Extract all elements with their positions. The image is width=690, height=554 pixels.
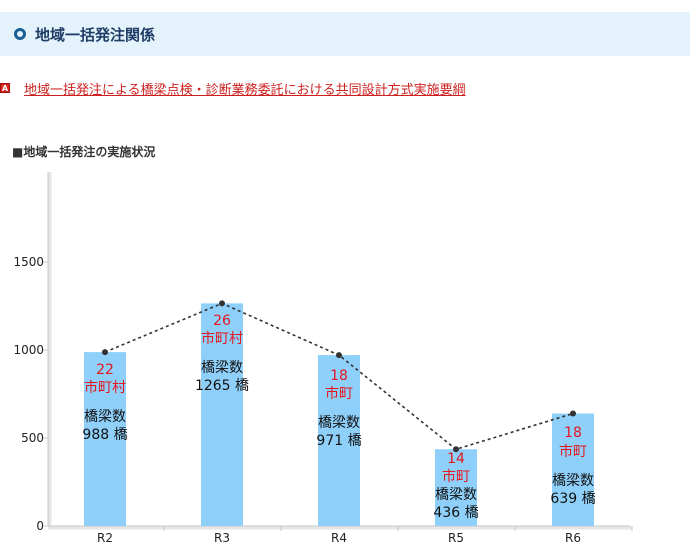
municipality-unit-label: 市町村 — [201, 330, 243, 347]
pdf-icon[interactable]: A — [0, 83, 10, 93]
bridge-count-value: 436 橋 — [433, 505, 478, 521]
x-tick-label: R6 — [565, 531, 581, 545]
bridge-count-caption: 橋梁数 — [318, 415, 360, 431]
pdf-document-link[interactable]: 地域一括発注による橋梁点検・診断業務委託における共同設計方式実施要綱 — [24, 82, 466, 98]
bridge-count-caption: 橋梁数 — [84, 409, 126, 425]
y-tick-label: 0 — [36, 519, 44, 533]
municipality-count-label: 14 — [447, 451, 465, 467]
bridge-count-value: 1265 橋 — [195, 378, 249, 394]
data-point — [102, 349, 108, 356]
section-title: 地域一括発注関係 — [35, 25, 156, 44]
circle-bullet-icon — [14, 28, 26, 40]
municipality-count-label: 18 — [564, 425, 582, 441]
bridge-count-value: 971 橋 — [316, 433, 361, 449]
data-point — [453, 446, 459, 453]
data-point — [336, 352, 342, 359]
municipality-count-label: 26 — [213, 313, 231, 329]
y-tick-label: 500 — [21, 431, 44, 445]
bar — [435, 449, 477, 526]
bridge-count-value: 988 橋 — [82, 427, 127, 443]
data-point — [570, 410, 576, 417]
bar — [552, 413, 594, 526]
x-tick-label: R3 — [214, 531, 230, 545]
pdf-link-row: A 地域一括発注による橋梁点検・診断業務委託における共同設計方式実施要綱 — [0, 78, 466, 98]
y-tick-label: 1000 — [13, 343, 44, 357]
bar — [201, 303, 243, 526]
municipality-unit-label: 市町 — [442, 468, 470, 485]
bridge-count-caption: 橋梁数 — [201, 360, 243, 376]
y-tick-label: 1500 — [13, 255, 44, 269]
bridge-count-caption: 橋梁数 — [435, 487, 477, 503]
municipality-unit-label: 市町村 — [84, 379, 126, 396]
x-tick-label: R5 — [448, 531, 464, 545]
bar — [318, 355, 360, 526]
section-header: 地域一括発注関係 — [0, 12, 690, 56]
municipality-count-label: 22 — [96, 362, 114, 378]
chart-subheading: ■地域一括発注の実施状況 — [12, 145, 156, 159]
bar — [84, 352, 126, 526]
municipality-unit-label: 市町 — [559, 443, 587, 460]
x-tick-label: R2 — [97, 531, 113, 545]
x-tick-label: R4 — [331, 531, 347, 545]
bridge-count-caption: 橋梁数 — [552, 473, 594, 489]
municipality-count-label: 18 — [330, 368, 348, 384]
municipality-unit-label: 市町 — [325, 385, 353, 402]
data-point — [219, 300, 225, 307]
bridge-count-value: 639 橋 — [550, 491, 595, 507]
